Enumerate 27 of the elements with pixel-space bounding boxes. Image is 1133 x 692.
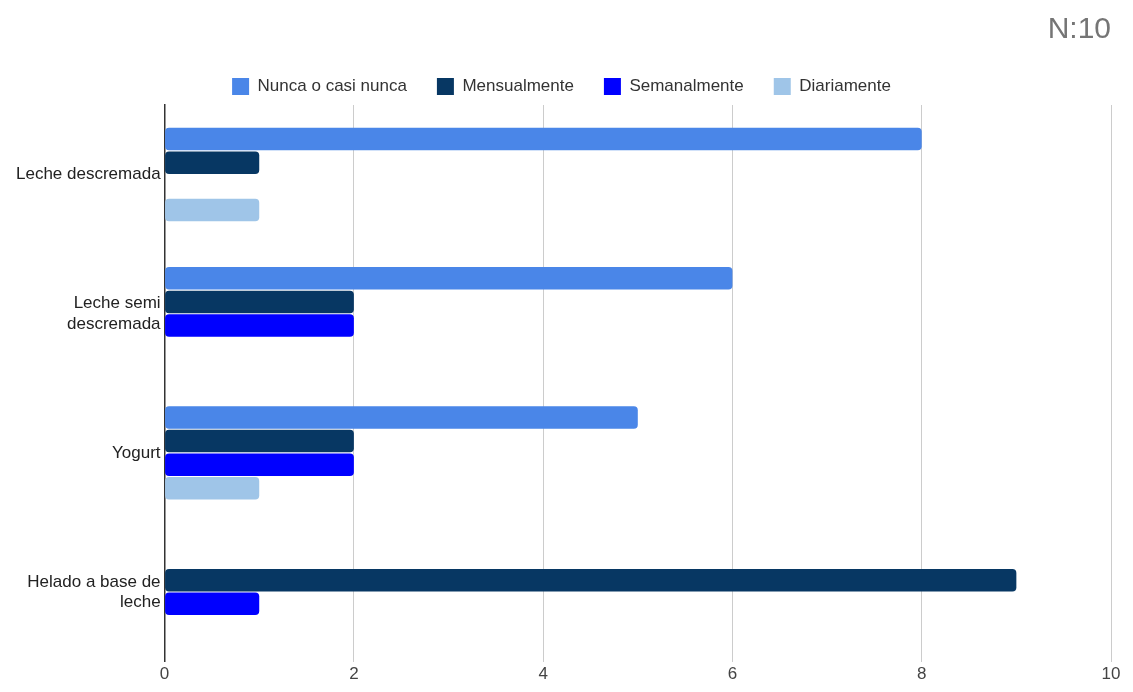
bar (165, 290, 354, 314)
bar (165, 568, 1017, 592)
legend-label: Nunca o casi nunca (257, 76, 408, 96)
y-tick-label: Yogurt (112, 442, 161, 462)
bar (165, 406, 638, 429)
legend-label: Diariamente (799, 76, 891, 96)
x-tick-label: 0 (159, 664, 170, 684)
x-tick-label: 8 (916, 664, 927, 684)
bar (165, 267, 733, 290)
y-tick-label: Leche descremada (16, 164, 162, 184)
x-tick-label: 2 (349, 664, 359, 684)
bar (165, 592, 260, 616)
bar (165, 151, 260, 174)
legend-label: Mensualmente (462, 76, 574, 96)
x-tick-label: 10 (1101, 664, 1121, 684)
bar (165, 477, 260, 500)
x-tick-label: 6 (727, 664, 738, 684)
bar (165, 127, 922, 151)
x-tick-label: 4 (538, 664, 548, 684)
y-tick-label: Leche semi descremada (67, 293, 162, 333)
bar (165, 429, 354, 453)
chart-title: N:10 (1047, 11, 1111, 45)
bar (165, 198, 260, 222)
bar (165, 314, 354, 337)
bar (165, 453, 354, 476)
y-tick-label: Helado a base de leche (27, 571, 161, 611)
legend-label: Semanalmente (629, 76, 744, 96)
